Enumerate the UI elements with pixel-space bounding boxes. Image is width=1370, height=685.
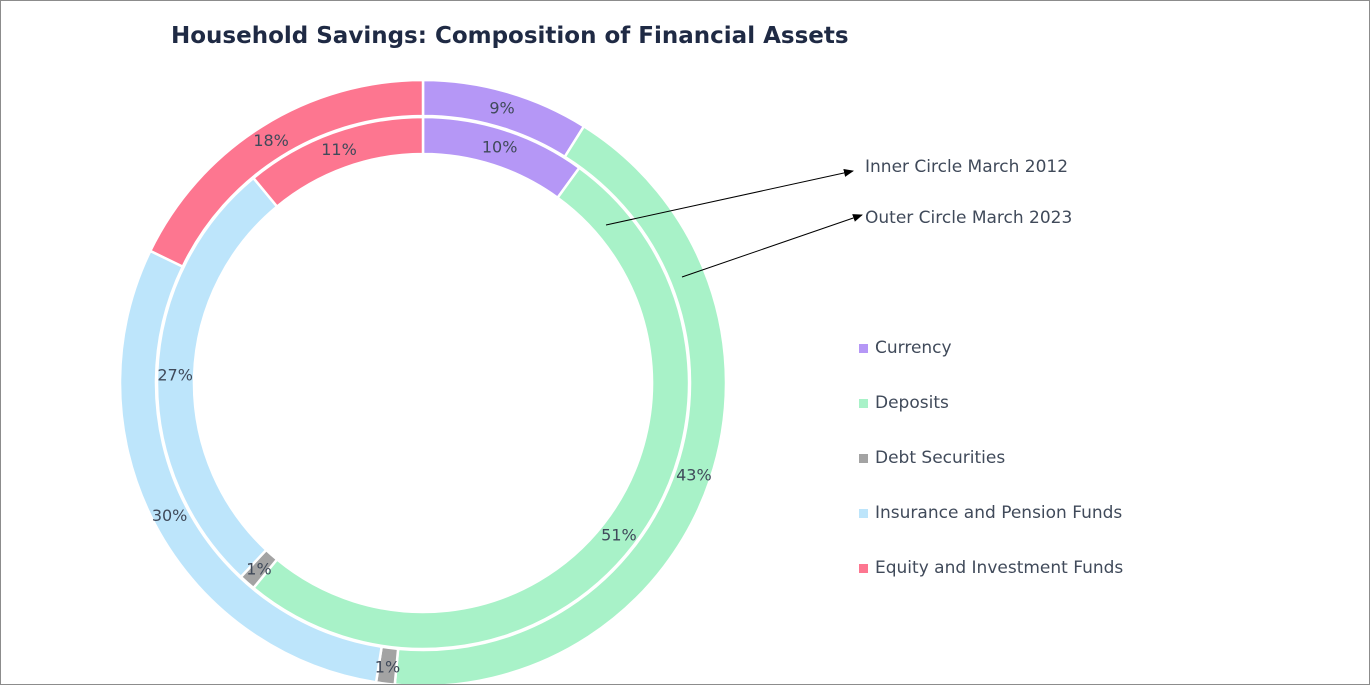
legend-swatch-debt-securities [859, 453, 868, 463]
inner-label-deposits: 51% [601, 526, 637, 545]
chart-legend: Currency Deposits Debt Securities Insura… [859, 337, 1123, 612]
legend-item-insurance-pension: Insurance and Pension Funds [859, 502, 1123, 524]
outer-label-deposits: 43% [676, 465, 712, 484]
inner-label-insurance-pension: 27% [157, 366, 193, 385]
outer-slice-equity-investment [148, 78, 425, 269]
inner-label-debt-securities: 1% [246, 560, 271, 579]
outer-circle-annotation: Outer Circle March 2023 [865, 208, 1073, 228]
inner-circle-arrow [605, 169, 854, 226]
legend-item-deposits: Deposits [859, 392, 1123, 414]
legend-label-currency: Currency [875, 338, 952, 358]
legend-swatch-currency [859, 343, 868, 353]
legend-label-equity-investment: Equity and Investment Funds [875, 558, 1124, 578]
inner-circle-annotation: Inner Circle March 2012 [865, 157, 1069, 177]
legend-swatch-deposits [859, 398, 868, 408]
legend-label-deposits: Deposits [875, 393, 949, 413]
legend-label-debt-securities: Debt Securities [875, 448, 1006, 468]
outer-circle-arrow [681, 214, 863, 278]
legend-item-equity-investment: Equity and Investment Funds [859, 557, 1123, 579]
callout-arrows [605, 169, 863, 278]
outer-label-insurance-pension: 30% [152, 506, 188, 525]
outer-label-debt-securities: 1% [375, 657, 400, 676]
legend-swatch-insurance-pension [859, 508, 868, 518]
legend-item-currency: Currency [859, 337, 1123, 359]
legend-item-debt-securities: Debt Securities [859, 447, 1123, 469]
inner-label-equity-investment: 11% [321, 140, 357, 159]
chart-title: Household Savings: Composition of Financ… [171, 23, 849, 49]
outer-label-equity-investment: 18% [253, 131, 289, 150]
outer-label-currency: 9% [489, 99, 514, 118]
inner-label-currency: 10% [482, 138, 518, 157]
donut-slices [118, 78, 728, 684]
legend-label-insurance-pension: Insurance and Pension Funds [875, 503, 1123, 523]
legend-swatch-equity-investment [859, 563, 868, 573]
outer-slice-deposits [393, 124, 728, 684]
slice-labels: 10% 51% 1% 27% 11% 9% 43% 1% 30% 18% [152, 99, 712, 677]
